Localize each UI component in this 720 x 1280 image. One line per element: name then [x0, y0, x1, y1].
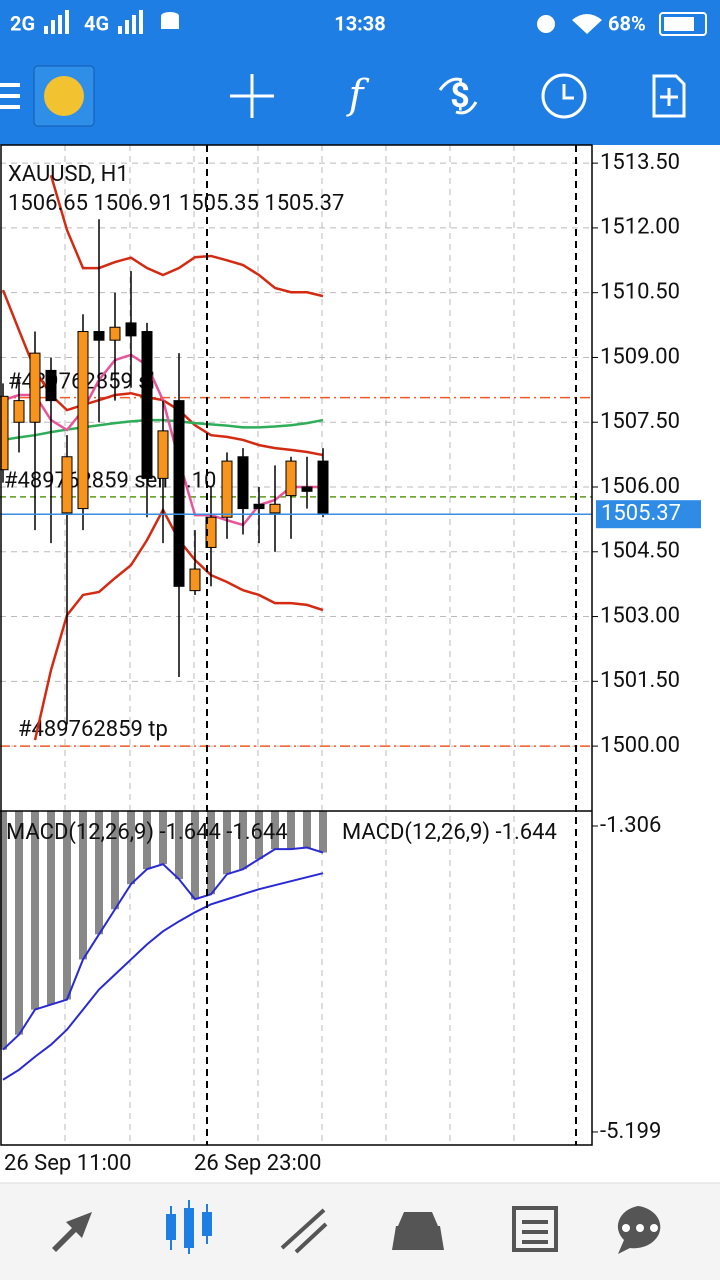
candle-body [45, 369, 57, 402]
bid-box [596, 500, 701, 529]
ohlc: 1506.65 1506.91 1505.35 1505.37 [8, 191, 344, 216]
signal-line [2, 872, 324, 1081]
time-label: 26 Sep 23:00 [194, 1151, 322, 1176]
candle-body [13, 400, 25, 423]
y-tick-label: 1503.00 [600, 603, 680, 628]
order-label: #489762859 tp [18, 717, 168, 742]
network-2g: 2G [10, 11, 35, 35]
y-tick-label: 1500.00 [600, 733, 680, 758]
macd-bar [303, 811, 311, 848]
indicator-line [2, 353, 323, 527]
time-label: 26 Sep 11:00 [4, 1151, 132, 1176]
candle-body [221, 460, 233, 518]
candle-body [93, 331, 105, 341]
bid-label: 1505.37 [601, 501, 681, 526]
macd-bar [47, 811, 55, 1005]
y-tick-label: 1512.00 [600, 215, 680, 240]
wifi-icon [572, 14, 602, 34]
macd-bar [207, 811, 215, 895]
y-tick-label: 1506.00 [600, 474, 680, 499]
news-tab[interactable] [512, 1206, 558, 1252]
macd-bar [271, 811, 279, 850]
macd-bar [191, 811, 199, 900]
candle-body [269, 503, 281, 514]
candle-body [125, 322, 137, 337]
network-4g: 4G [84, 11, 109, 35]
y-tick-label: 1510.50 [600, 279, 680, 304]
chart-tab[interactable] [166, 1200, 212, 1254]
chart-frame [0, 144, 593, 1146]
macd-label: MACD(12,26,9) -1.644 [342, 820, 557, 845]
candle-body [141, 331, 153, 479]
top-bar [0, 0, 720, 145]
history-tab[interactable] [392, 1212, 444, 1250]
new-order-button[interactable] [652, 74, 686, 118]
candle-body [301, 486, 313, 492]
macd-bar [143, 811, 151, 870]
trade-button[interactable]: $ [438, 76, 478, 116]
candle-body [157, 430, 169, 479]
candle-body [29, 352, 41, 423]
macd-bar [239, 811, 247, 870]
app-logo-mark [44, 76, 84, 116]
macd-bar [63, 811, 71, 1000]
candle-body [109, 326, 121, 341]
messages-dots [622, 1224, 658, 1232]
candle-body [237, 456, 249, 510]
macd-bar [111, 811, 119, 910]
candle-body [285, 460, 297, 497]
y-tick-label: 1501.50 [600, 668, 680, 693]
candle-body [61, 456, 73, 514]
macd-line [2, 846, 324, 1051]
menu-button[interactable] [0, 83, 20, 109]
y-tick-label: -5.199 [600, 1119, 661, 1144]
y-tick-label: -1.306 [600, 813, 661, 838]
macd-bar [31, 811, 39, 1010]
macd-bar [287, 811, 295, 850]
battery-level [664, 17, 694, 31]
macd-bar [0, 811, 7, 1050]
trade-tab[interactable] [280, 1208, 328, 1254]
battery-icon [659, 12, 707, 36]
candle-body [173, 400, 185, 587]
timeframe-button[interactable] [541, 73, 587, 119]
indicator-line [49, 174, 324, 298]
y-tick-label: 1504.50 [600, 539, 680, 564]
y-tick-label: 1507.50 [600, 409, 680, 434]
y-tick-label: 1513.50 [600, 150, 680, 175]
candle-body [77, 331, 89, 510]
candle-body [253, 503, 265, 510]
clock: 13:38 [334, 11, 386, 35]
data-icon [161, 12, 179, 29]
macd-bar [15, 811, 23, 1035]
macd-label: MACD(12,26,9) -1.644 -1.644 [6, 820, 288, 845]
macd-bar [79, 811, 87, 960]
candle-body [0, 395, 9, 471]
y-tick-label: 1509.00 [600, 344, 680, 369]
alarm-icon [537, 15, 555, 33]
symbol: XAUUSD, H1 [8, 162, 129, 187]
macd-bar [175, 811, 183, 880]
macd-bar [95, 811, 103, 935]
macd-bar [319, 811, 327, 853]
quotes-tab[interactable] [52, 1212, 92, 1252]
candle-body [189, 568, 201, 592]
macd-bar [127, 811, 135, 885]
signal-icon [118, 10, 143, 34]
battery-percent: 68% [608, 11, 646, 35]
macd-bar [159, 811, 167, 865]
bottom-nav [0, 1183, 720, 1280]
signal-icon [44, 10, 69, 34]
svg-text:$: $ [450, 76, 470, 116]
macd-bar [255, 811, 263, 860]
crosshair-button[interactable] [230, 74, 274, 118]
candle-body [317, 460, 329, 515]
macd-bar [223, 811, 231, 875]
